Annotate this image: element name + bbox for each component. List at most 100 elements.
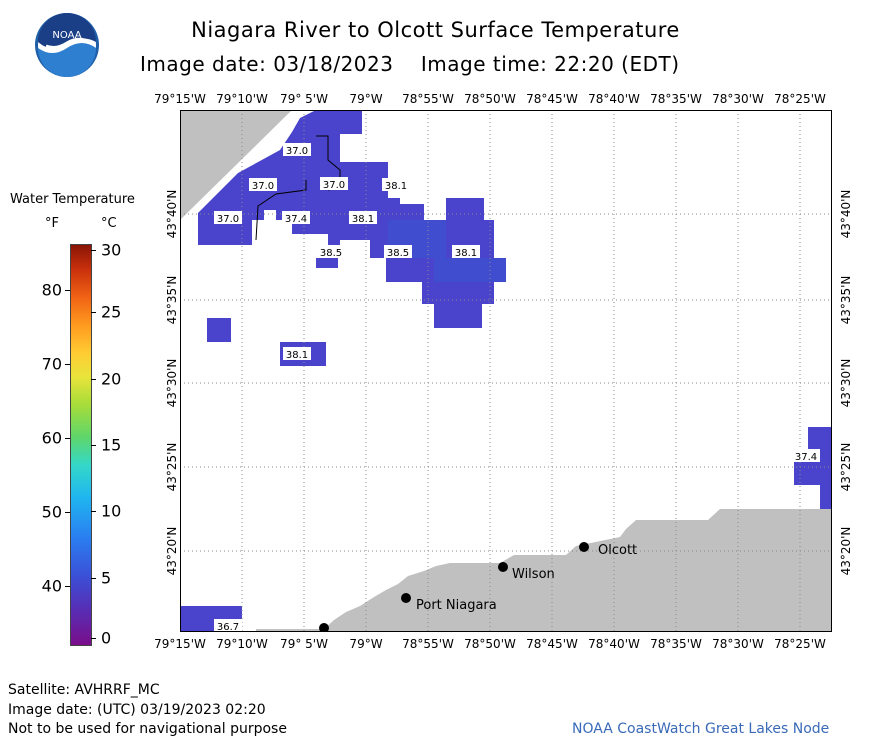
colorbar-label-c: 30	[101, 240, 122, 260]
colorbar-tick-c	[91, 379, 96, 380]
longitude-label: 78°25'W	[774, 637, 826, 651]
longitude-label: 79°10'W	[216, 637, 268, 651]
marker-niagara-mouth	[319, 623, 329, 632]
colorbar-tick-c	[91, 445, 96, 446]
temperature-value: 36.7	[214, 619, 242, 632]
longitude-label: 78°55'W	[402, 92, 454, 106]
svg-text:38.5: 38.5	[320, 248, 342, 259]
colorbar-tick-c	[91, 578, 96, 579]
latitude-label: 43°30'N	[839, 358, 853, 408]
longitude-label: 78°35'W	[650, 637, 702, 651]
latitude-label: 43°20'N	[165, 526, 179, 576]
utc-image-date: Image date: (UTC) 03/19/2023 02:20	[8, 702, 266, 718]
colorbar-label-f: 80	[41, 280, 62, 300]
svg-text:38.5: 38.5	[387, 248, 409, 259]
longitude-label: 78°50'W	[464, 637, 516, 651]
cell-east-1	[808, 427, 832, 451]
svg-text:38.1: 38.1	[455, 248, 477, 259]
latitude-label: 43°35'N	[839, 275, 853, 325]
colorbar-label-c: 5	[101, 568, 112, 588]
svg-text:38.1: 38.1	[352, 214, 374, 225]
colorbar-tick-f	[65, 438, 70, 439]
land-ontario	[180, 110, 292, 220]
cell-small-1	[316, 258, 338, 268]
colorbar-label-f: 70	[41, 354, 62, 374]
colorbar-tick-c	[91, 312, 96, 313]
place-markers	[319, 542, 589, 632]
temperature-value: 37.0	[320, 177, 348, 191]
colorbar-label-f: 50	[41, 502, 62, 522]
place-label-olcott: Olcott	[598, 543, 637, 558]
svg-text:38.1: 38.1	[385, 181, 407, 192]
temperature-value: 38.1	[349, 211, 377, 225]
colorbar-tick-c	[91, 511, 96, 512]
temperature-value: 37.4	[282, 211, 310, 225]
latitude-label: 43°25'N	[839, 442, 853, 492]
temperature-value: 37.0	[249, 178, 277, 192]
legend-title: Water Temperature	[10, 192, 135, 207]
longitude-label: 78°45'W	[526, 92, 578, 106]
marker-wilson	[498, 562, 508, 572]
longitude-label: 78°40'W	[588, 92, 640, 106]
latitude-label: 43°35'N	[165, 275, 179, 325]
svg-text:37.0: 37.0	[217, 214, 239, 225]
colorbar-tick-f	[65, 364, 70, 365]
svg-text:37.0: 37.0	[323, 180, 345, 191]
longitude-label: 78°40'W	[588, 637, 640, 651]
colorbar-tick-c	[91, 638, 96, 639]
sst-map: 37.0 37.0 37.0 37.0 37.4 38.1 38.1 38.5 38.5 38.1…	[180, 110, 832, 632]
longitude-label: 79°W	[349, 92, 383, 106]
legend-unit-c: °C	[101, 216, 117, 231]
navigation-disclaimer: Not to be used for navigational purpose	[8, 721, 287, 737]
latitude-label: 43°40'N	[165, 189, 179, 239]
longitude-label: 79°10'W	[216, 92, 268, 106]
marker-olcott	[579, 542, 589, 552]
coastwatch-credit: NOAA CoastWatch Great Lakes Node	[572, 721, 830, 737]
temperature-value: 38.5	[384, 245, 412, 259]
colorbar-label-f: 40	[41, 576, 62, 596]
map-frame	[180, 110, 832, 632]
temperature-value: 38.5	[317, 245, 345, 259]
svg-text:37.0: 37.0	[286, 146, 308, 157]
svg-text:37.4: 37.4	[795, 452, 817, 463]
colorbar-label-c: 10	[101, 501, 122, 521]
cell-east-3	[820, 485, 832, 509]
longitude-label: 78°50'W	[464, 92, 516, 106]
colorbar-tick-f	[65, 512, 70, 513]
colorbar-label-c: 0	[101, 628, 112, 648]
longitude-label: 79°W	[349, 637, 383, 651]
latitude-label: 43°20'N	[839, 526, 853, 576]
longitude-label: 78°35'W	[650, 92, 702, 106]
temperature-value: 37.0	[214, 211, 242, 225]
svg-text:37.0: 37.0	[252, 181, 274, 192]
temperature-value-labels: 37.0 37.0 37.0 37.0 37.4 38.1 38.1 38.5 38.5 38.1…	[214, 143, 820, 632]
latitude-label: 43°25'N	[165, 442, 179, 492]
latitude-label: 43°30'N	[165, 358, 179, 408]
longitude-label: 78°55'W	[402, 637, 454, 651]
marker-port-niagara	[401, 593, 411, 603]
svg-text:37.4: 37.4	[285, 214, 307, 225]
place-label-port-niagara: Port Niagara	[416, 598, 497, 613]
cell-small-2	[207, 318, 231, 342]
temperature-value: 37.0	[283, 143, 311, 157]
page-title: Niagara River to Olcott Surface Temperat…	[191, 18, 680, 42]
svg-text:38.1: 38.1	[286, 350, 308, 361]
colorbar-tick-f	[65, 586, 70, 587]
legend-unit-f: °F	[45, 216, 59, 231]
temperature-value: 37.4	[792, 449, 820, 463]
temperature-value: 38.1	[283, 347, 311, 361]
logo-text: NOAA	[52, 30, 81, 41]
longitude-label: 78°30'W	[712, 637, 764, 651]
longitude-label: 79°15'W	[154, 637, 206, 651]
image-date-time: Image date: 03/18/2023 Image time: 22:20…	[140, 52, 680, 76]
longitude-label: 79° 5'W	[280, 637, 328, 651]
longitude-label: 79°15'W	[154, 92, 206, 106]
longitude-label: 79° 5'W	[280, 92, 328, 106]
svg-text:36.7: 36.7	[217, 622, 239, 632]
colorbar-tick-f	[65, 290, 70, 291]
longitude-label: 78°30'W	[712, 92, 764, 106]
land-new-york	[256, 509, 832, 632]
colorbar-tick-c	[91, 250, 96, 251]
satellite-info: Satellite: AVHRRF_MC	[8, 682, 160, 698]
place-label-wilson: Wilson	[512, 567, 555, 582]
